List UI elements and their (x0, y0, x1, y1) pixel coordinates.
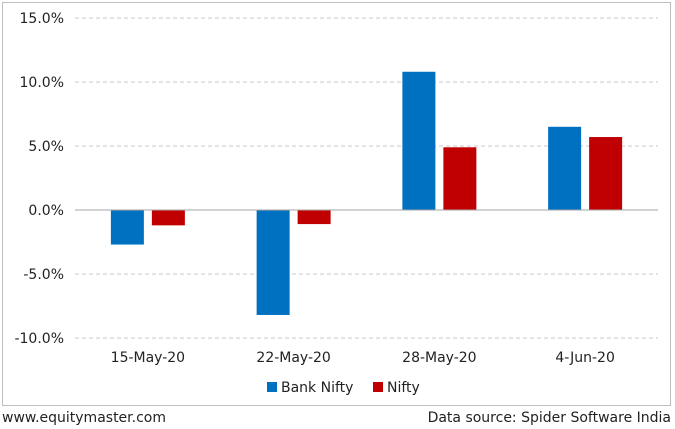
x-tick-label: 22-May-20 (256, 350, 330, 366)
bar-bank-nifty (110, 210, 144, 245)
y-tick-label: -5.0% (23, 267, 64, 283)
x-axis-ticks: 15-May-20 22-May-20 28-May-20 4-Jun-20 (111, 350, 615, 366)
y-tick-label: 5.0% (28, 139, 64, 155)
bar-nifty (589, 137, 623, 210)
legend-swatch (267, 382, 277, 392)
data-source-note: Data source: Spider Software India (427, 410, 671, 426)
bar-bank-nifty (256, 210, 290, 315)
y-tick-label: -10.0% (14, 331, 64, 347)
x-tick-label: 15-May-20 (111, 350, 185, 366)
footer: www.equitymaster.com Data source: Spider… (0, 409, 675, 429)
legend-swatch (373, 382, 383, 392)
bar-nifty (443, 147, 477, 210)
legend-label: Nifty (387, 380, 420, 396)
bar-nifty (297, 210, 331, 225)
bar-nifty (151, 210, 185, 226)
bar-bank-nifty (548, 126, 582, 210)
y-tick-label: 15.0% (20, 11, 64, 27)
bars (110, 71, 623, 315)
legend-label: Bank Nifty (281, 380, 353, 396)
bar-bank-nifty (402, 71, 436, 210)
x-tick-label: 28-May-20 (402, 350, 476, 366)
bar-chart: 15.0% 10.0% 5.0% 0.0% -5.0% -10.0% 15-May-20 2… (14, 11, 658, 396)
y-axis-ticks: 15.0% 10.0% 5.0% 0.0% -5.0% -10.0% (14, 11, 64, 347)
source-site-link[interactable]: www.equitymaster.com (2, 410, 166, 426)
y-tick-label: 0.0% (28, 203, 64, 219)
legend: Bank Nifty Nifty (267, 380, 420, 396)
y-tick-label: 10.0% (20, 75, 64, 91)
x-tick-label: 4-Jun-20 (555, 350, 614, 366)
